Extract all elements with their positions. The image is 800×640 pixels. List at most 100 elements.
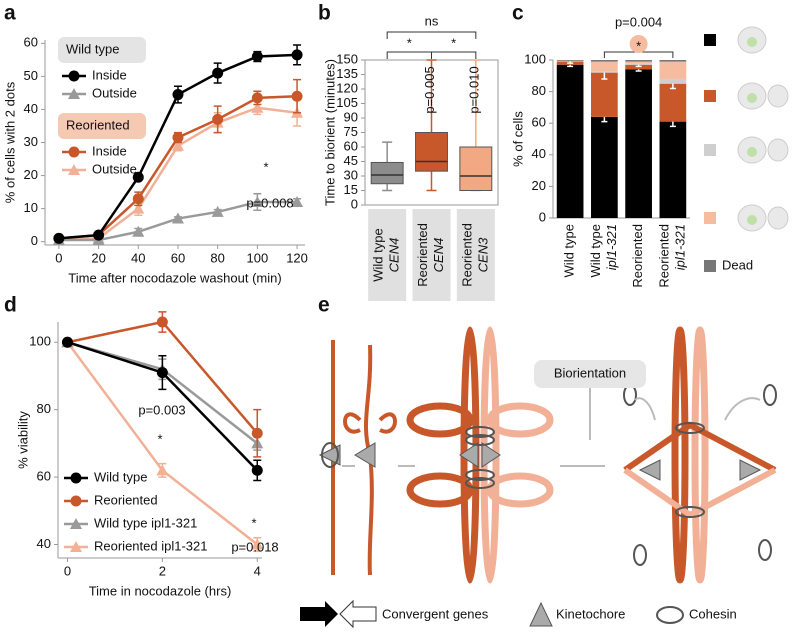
x-tick-label: Reoriented	[459, 223, 474, 287]
marker	[291, 90, 303, 102]
y-tick-label: 100	[29, 334, 51, 349]
y-tick-label: 0	[351, 196, 358, 211]
annotation: p=0.010	[466, 66, 481, 113]
annotation: p=0.018	[231, 539, 278, 554]
bar-segment	[659, 83, 687, 122]
bracket	[431, 51, 477, 59]
kinetochore-icon	[529, 601, 553, 627]
marker	[291, 49, 303, 61]
nucleus-icon	[747, 215, 757, 225]
x-tick-label: Reoriented	[415, 223, 430, 287]
marker	[61, 336, 73, 348]
legend-label: Cohesin	[689, 606, 737, 621]
x-tick-label: ipl1-321	[604, 224, 619, 270]
y-axis-label: % viability	[15, 411, 30, 469]
y-tick-label: 45	[344, 153, 358, 168]
bar-segment	[659, 121, 687, 218]
legend-marker	[68, 146, 80, 158]
marker	[53, 232, 65, 244]
y-tick-label: 20	[24, 167, 38, 182]
x-tick-label: 20	[91, 250, 105, 265]
diagram: Biorientation Convergent genes Kinetocho…	[300, 326, 777, 629]
legend-label: Convergent genes	[382, 606, 489, 621]
annotation: p=0.008	[246, 195, 293, 210]
marker	[251, 51, 263, 63]
y-tick-label: 0	[31, 233, 38, 248]
y-tick-label: 30	[24, 134, 38, 149]
legend-label: Wild type ipl1-321	[94, 515, 197, 530]
marker	[156, 367, 168, 379]
diagram-label: Biorientation	[554, 365, 626, 380]
y-tick-label: 90	[344, 109, 358, 124]
x-tick-label: 80	[210, 250, 224, 265]
legend-label: Outside	[92, 85, 137, 100]
bar-segment	[591, 61, 618, 72]
legend-group-title: Reoriented	[66, 117, 130, 132]
x-tick-label: Wild type	[562, 224, 577, 277]
marker	[156, 316, 168, 328]
legend-marker	[70, 472, 82, 484]
y-tick-label: 40	[24, 101, 38, 116]
y-tick-label: 30	[344, 167, 358, 182]
panel-label: d	[4, 294, 17, 317]
y-tick-label: 80	[37, 401, 51, 416]
marker	[251, 538, 264, 550]
marker	[291, 196, 304, 208]
nucleus-icon	[747, 147, 757, 157]
y-tick-label: 135	[336, 66, 358, 81]
marker	[211, 205, 224, 217]
marker	[132, 202, 145, 214]
legend-label: Reoriented ipl1-321	[94, 538, 207, 553]
annotation-bg	[629, 35, 648, 53]
nucleus-icon	[747, 93, 757, 103]
legend-marker	[68, 70, 80, 82]
marker	[171, 212, 184, 224]
bar-segment	[625, 69, 652, 218]
bar-segment	[591, 116, 618, 218]
y-tick-label: 15	[344, 182, 358, 197]
x-tick-label: CEN3	[475, 237, 490, 272]
y-tick-label: 60	[24, 35, 38, 50]
marker	[156, 464, 169, 476]
x-tick-label: Wild type	[371, 228, 386, 281]
annotation: *	[251, 515, 256, 530]
legend-swatch	[704, 34, 716, 46]
marker	[251, 464, 263, 476]
bar-segment	[591, 72, 618, 117]
x-tick-label: Wild type	[588, 224, 603, 277]
marker	[251, 101, 264, 113]
x-axis-label: Time in nocodazole (hrs)	[89, 583, 232, 598]
legend-marker	[68, 164, 80, 175]
bar-segment	[556, 60, 584, 62]
y-tick-label: 120	[336, 80, 358, 95]
y-tick-label: 20	[532, 178, 546, 193]
category-box	[368, 209, 407, 301]
arrow-icon	[300, 601, 338, 627]
box	[459, 146, 493, 191]
marker	[171, 139, 184, 151]
legend-marker	[70, 518, 82, 529]
x-tick-label: CEN4	[431, 238, 446, 273]
category-box	[456, 209, 495, 301]
legend-label: Reoriented	[94, 492, 158, 507]
bar-segment	[659, 78, 687, 84]
annotation: *	[157, 431, 162, 446]
x-tick-label: 4	[254, 563, 261, 578]
bar-segment	[625, 60, 652, 62]
box	[415, 132, 448, 172]
bar-segment	[591, 71, 618, 73]
y-tick-label: 75	[344, 124, 358, 139]
y-tick-label: 0	[539, 209, 546, 224]
y-tick-label: 80	[532, 83, 546, 98]
cell-icon	[767, 138, 789, 162]
legend-label: Wild type	[94, 469, 147, 484]
category-box	[412, 209, 451, 301]
x-tick-label: 120	[286, 250, 308, 265]
panel-label: e	[318, 294, 330, 317]
marker	[132, 171, 144, 183]
legend-marker	[70, 541, 82, 552]
bar-segment	[625, 64, 652, 70]
marker	[172, 89, 184, 101]
marker	[132, 225, 145, 237]
legend-label: Kinetochore	[556, 606, 625, 621]
